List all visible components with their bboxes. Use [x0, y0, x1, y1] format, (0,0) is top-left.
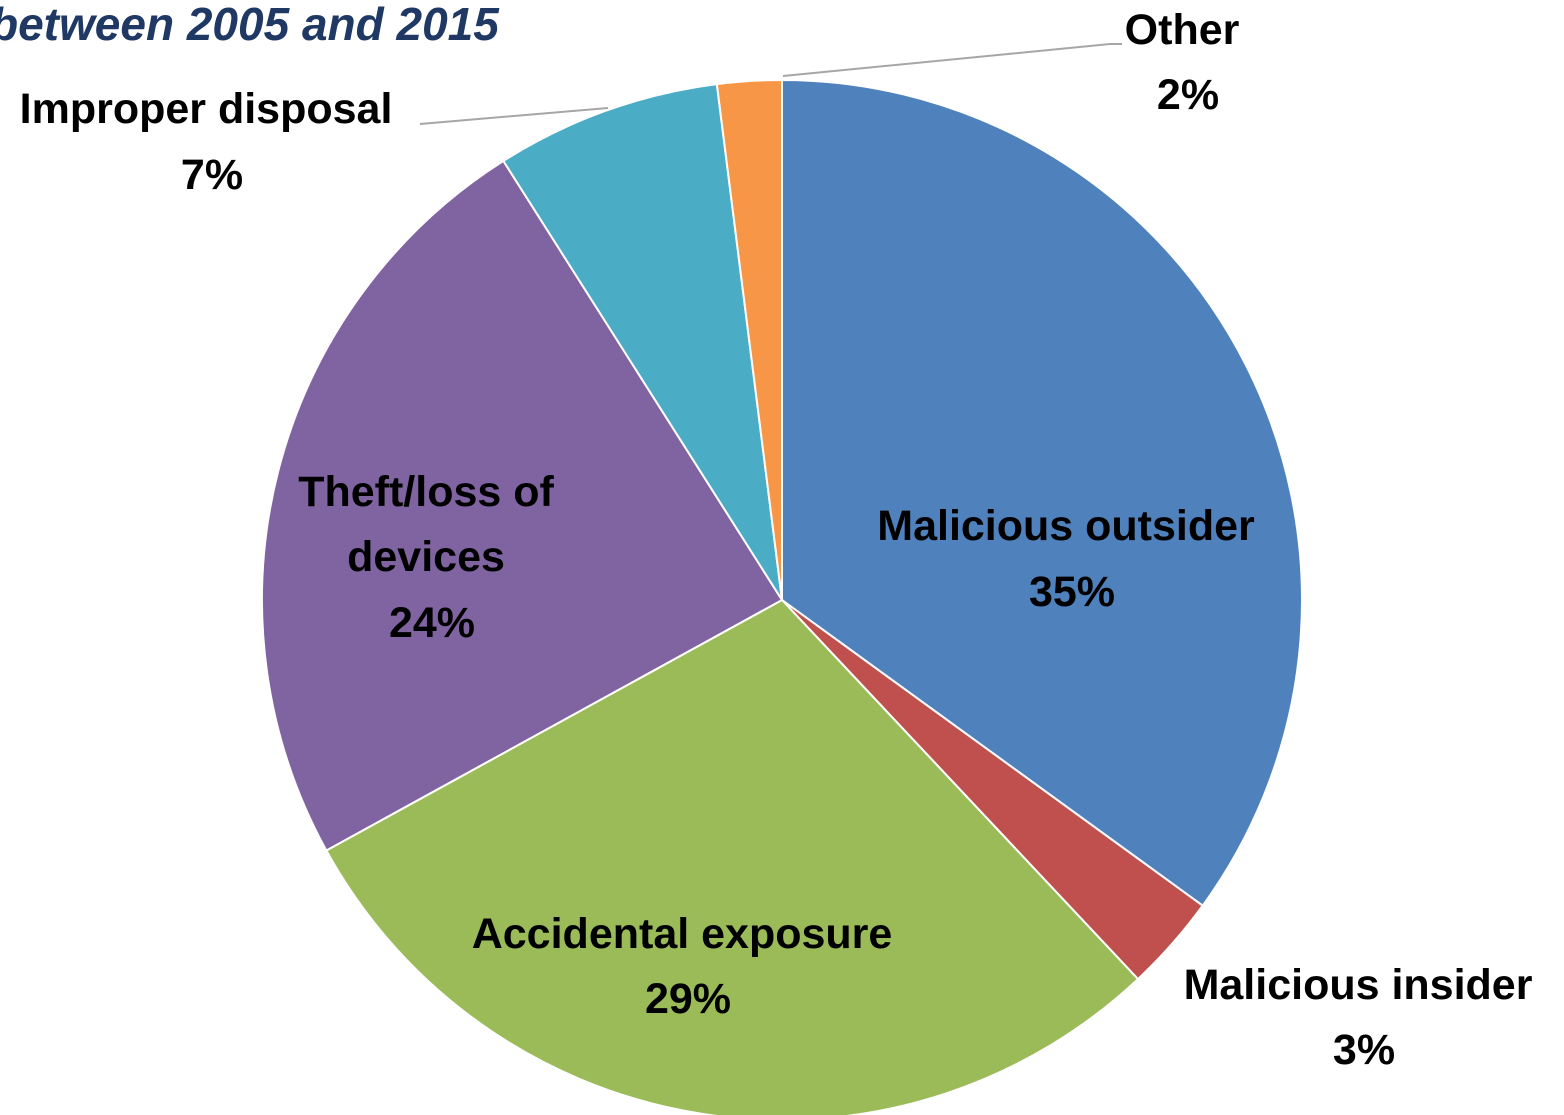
leader-line-other	[783, 44, 1122, 76]
slice-label-other: Other 2%	[1125, 6, 1252, 119]
chart-title: between 2005 and 2015	[0, 0, 500, 50]
slice-label-improper-disposal: Improper disposal 7%	[20, 85, 405, 199]
slice-label-malicious-insider: Malicious insider 3%	[1184, 961, 1545, 1074]
pie-slices	[262, 80, 1302, 1115]
